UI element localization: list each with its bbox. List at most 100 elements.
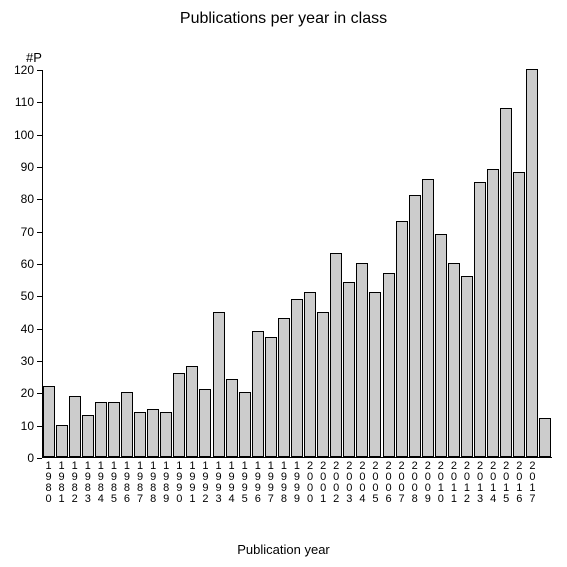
bar xyxy=(356,263,368,457)
plot-area: 0102030405060708090100110120198019811982… xyxy=(42,70,552,458)
x-tick-label: 1998 xyxy=(277,461,290,505)
x-tick-char: 3 xyxy=(474,494,487,505)
x-tick-label: 2016 xyxy=(513,461,526,505)
x-tick-char: 7 xyxy=(526,494,539,505)
bar xyxy=(56,425,68,457)
y-tick-label: 40 xyxy=(4,322,34,336)
bar xyxy=(226,379,238,457)
x-tick-label: 2013 xyxy=(474,461,487,505)
y-tick-mark xyxy=(37,329,42,330)
x-tick-label: 1995 xyxy=(238,461,251,505)
x-tick-label: 1983 xyxy=(81,461,94,505)
bar xyxy=(252,331,264,457)
x-tick-char: 5 xyxy=(500,494,513,505)
chart-title: Publications per year in class xyxy=(0,10,567,28)
bar xyxy=(147,409,159,458)
bar xyxy=(265,337,277,457)
x-tick-label: 2010 xyxy=(434,461,447,505)
bar xyxy=(526,69,538,457)
y-tick-label: 70 xyxy=(4,225,34,239)
bar xyxy=(409,195,421,457)
x-tick-label: 1994 xyxy=(225,461,238,505)
x-tick-char: 0 xyxy=(304,494,317,505)
y-tick-label: 90 xyxy=(4,160,34,174)
bar xyxy=(108,402,120,457)
x-tick-char: 8 xyxy=(408,494,421,505)
bar xyxy=(82,415,94,457)
x-tick-char: 9 xyxy=(290,494,303,505)
x-tick-label: 2001 xyxy=(317,461,330,505)
x-tick-char: 1 xyxy=(447,494,460,505)
x-tick-char: 5 xyxy=(369,494,382,505)
y-tick-mark xyxy=(37,296,42,297)
x-tick-char: 9 xyxy=(160,494,173,505)
x-tick-label: 1985 xyxy=(107,461,120,505)
x-tick-char: 9 xyxy=(421,494,434,505)
x-tick-label: 1988 xyxy=(147,461,160,505)
x-tick-label: 2012 xyxy=(460,461,473,505)
y-tick-mark xyxy=(37,167,42,168)
x-tick-char: 2 xyxy=(199,494,212,505)
bar xyxy=(369,292,381,457)
x-tick-char: 5 xyxy=(238,494,251,505)
y-tick-label: 120 xyxy=(4,63,34,77)
x-tick-label: 2005 xyxy=(369,461,382,505)
x-tick-label: 2004 xyxy=(356,461,369,505)
x-tick-char: 6 xyxy=(120,494,133,505)
x-tick-label: 2011 xyxy=(447,461,460,505)
x-tick-char: 6 xyxy=(251,494,264,505)
x-tick-label: 2006 xyxy=(382,461,395,505)
x-tick-char: 1 xyxy=(186,494,199,505)
x-tick-label: 1993 xyxy=(212,461,225,505)
bar xyxy=(422,179,434,457)
bar xyxy=(448,263,460,457)
x-tick-char: 4 xyxy=(225,494,238,505)
y-tick-label: 60 xyxy=(4,257,34,271)
bar xyxy=(278,318,290,457)
x-tick-char: 2 xyxy=(460,494,473,505)
x-tick-label: 2008 xyxy=(408,461,421,505)
bar xyxy=(160,412,172,457)
x-tick-char: 0 xyxy=(173,494,186,505)
y-tick-label: 0 xyxy=(4,451,34,465)
y-tick-mark xyxy=(37,426,42,427)
x-tick-label: 1990 xyxy=(173,461,186,505)
x-tick-label: 1997 xyxy=(264,461,277,505)
y-tick-label: 110 xyxy=(4,95,34,109)
x-axis-label: Publication year xyxy=(0,542,567,557)
x-tick-char: 8 xyxy=(147,494,160,505)
bar xyxy=(500,108,512,457)
x-tick-char: 4 xyxy=(487,494,500,505)
x-tick-label: 1996 xyxy=(251,461,264,505)
bar xyxy=(43,386,55,457)
y-tick-label: 20 xyxy=(4,386,34,400)
bar xyxy=(304,292,316,457)
bar xyxy=(121,392,133,457)
x-tick-label: 1989 xyxy=(160,461,173,505)
y-tick-label: 30 xyxy=(4,354,34,368)
bar xyxy=(239,392,251,457)
x-tick-char: 2 xyxy=(330,494,343,505)
y-tick-mark xyxy=(37,232,42,233)
bar xyxy=(487,169,499,457)
y-tick-label: 80 xyxy=(4,192,34,206)
x-tick-label: 2000 xyxy=(304,461,317,505)
x-tick-label: 1981 xyxy=(55,461,68,505)
y-tick-mark xyxy=(37,458,42,459)
x-tick-label: 2015 xyxy=(500,461,513,505)
x-tick-label: 1992 xyxy=(199,461,212,505)
bar xyxy=(291,299,303,457)
x-tick-label: 2003 xyxy=(343,461,356,505)
y-tick-mark xyxy=(37,361,42,362)
bar xyxy=(186,366,198,457)
bar xyxy=(173,373,185,457)
x-tick-char: 4 xyxy=(94,494,107,505)
bar xyxy=(539,418,551,457)
x-tick-label: 1982 xyxy=(68,461,81,505)
x-tick-label: 1986 xyxy=(120,461,133,505)
x-tick-char: 3 xyxy=(343,494,356,505)
bar xyxy=(474,182,486,457)
bar xyxy=(343,282,355,457)
x-tick-char: 1 xyxy=(317,494,330,505)
x-tick-char: 6 xyxy=(513,494,526,505)
